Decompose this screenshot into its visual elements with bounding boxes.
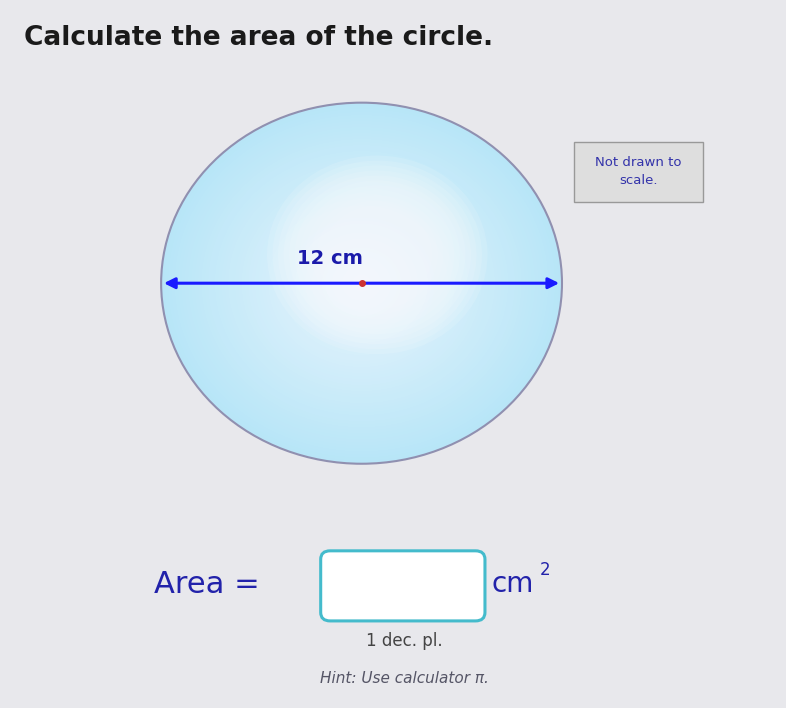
- Circle shape: [318, 244, 405, 322]
- FancyBboxPatch shape: [321, 551, 485, 621]
- Circle shape: [208, 144, 516, 422]
- Circle shape: [204, 142, 519, 425]
- Circle shape: [332, 256, 391, 310]
- Circle shape: [198, 136, 525, 430]
- Circle shape: [178, 118, 545, 449]
- Circle shape: [351, 274, 372, 292]
- Circle shape: [322, 205, 432, 304]
- Text: cm: cm: [491, 570, 534, 598]
- Circle shape: [284, 171, 471, 339]
- Circle shape: [288, 217, 435, 349]
- Circle shape: [215, 151, 509, 416]
- FancyBboxPatch shape: [574, 142, 703, 202]
- Circle shape: [218, 154, 505, 413]
- Circle shape: [348, 271, 375, 295]
- Circle shape: [211, 148, 512, 418]
- Circle shape: [271, 202, 452, 365]
- Circle shape: [292, 220, 432, 346]
- Circle shape: [171, 112, 552, 455]
- Circle shape: [338, 262, 385, 304]
- Circle shape: [262, 193, 462, 374]
- Circle shape: [234, 169, 489, 397]
- Circle shape: [358, 280, 365, 286]
- Circle shape: [188, 127, 535, 440]
- Circle shape: [248, 181, 475, 385]
- Circle shape: [265, 196, 458, 370]
- Circle shape: [225, 160, 498, 406]
- Circle shape: [335, 259, 388, 307]
- Text: Hint: Use calculator π.: Hint: Use calculator π.: [321, 670, 489, 686]
- Circle shape: [273, 161, 482, 349]
- Circle shape: [355, 278, 368, 289]
- Circle shape: [241, 175, 482, 392]
- Circle shape: [164, 105, 559, 461]
- Circle shape: [161, 103, 562, 464]
- Circle shape: [252, 184, 472, 382]
- Circle shape: [268, 199, 455, 367]
- Text: Area =: Area =: [153, 570, 259, 598]
- Circle shape: [305, 232, 418, 334]
- Circle shape: [328, 210, 427, 299]
- Circle shape: [342, 265, 382, 302]
- Circle shape: [298, 226, 425, 341]
- Text: Calculate the area of the circle.: Calculate the area of the circle.: [24, 25, 493, 51]
- Circle shape: [228, 163, 495, 404]
- Circle shape: [308, 235, 415, 331]
- Circle shape: [285, 214, 439, 353]
- Circle shape: [275, 205, 448, 361]
- Circle shape: [231, 166, 492, 401]
- Circle shape: [181, 120, 542, 446]
- Circle shape: [289, 176, 465, 334]
- Circle shape: [222, 157, 502, 409]
- Circle shape: [311, 238, 412, 329]
- Circle shape: [345, 268, 378, 298]
- Circle shape: [244, 178, 479, 389]
- Circle shape: [191, 130, 532, 437]
- Circle shape: [267, 156, 487, 354]
- Circle shape: [185, 124, 538, 442]
- Text: 2: 2: [540, 561, 551, 579]
- Circle shape: [174, 115, 549, 452]
- Circle shape: [258, 190, 465, 377]
- Circle shape: [325, 250, 399, 316]
- Circle shape: [295, 223, 428, 343]
- Circle shape: [329, 253, 395, 313]
- Text: 12 cm: 12 cm: [297, 249, 363, 268]
- Circle shape: [321, 247, 402, 319]
- Circle shape: [300, 185, 454, 324]
- Circle shape: [281, 211, 442, 355]
- Text: Not drawn to
scale.: Not drawn to scale.: [595, 156, 682, 187]
- Circle shape: [317, 200, 438, 309]
- Circle shape: [238, 172, 485, 394]
- Circle shape: [278, 166, 476, 344]
- Circle shape: [168, 108, 555, 457]
- Circle shape: [306, 190, 449, 319]
- Circle shape: [314, 241, 409, 326]
- Circle shape: [201, 139, 522, 428]
- Circle shape: [302, 229, 422, 337]
- Text: 1 dec. pl.: 1 dec. pl.: [366, 632, 443, 650]
- Circle shape: [195, 133, 529, 433]
- Circle shape: [311, 195, 443, 314]
- Circle shape: [295, 181, 460, 329]
- Circle shape: [255, 187, 468, 379]
- Circle shape: [278, 208, 445, 358]
